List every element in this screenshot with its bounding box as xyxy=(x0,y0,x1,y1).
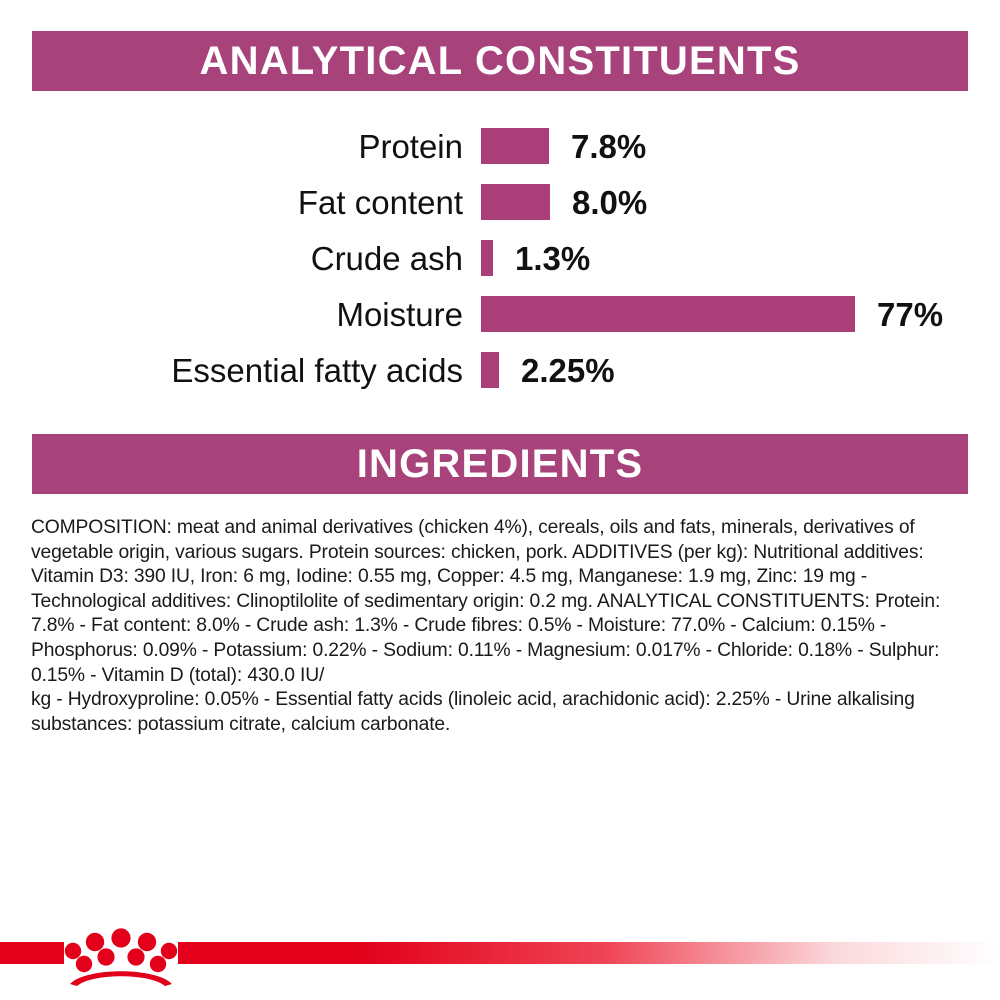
chart-bar-value: 8.0% xyxy=(572,183,648,221)
chart-row-label: Crude ash xyxy=(310,239,463,277)
analytical-constituents-title: ANALYTICAL CONSTITUENTS xyxy=(199,39,801,83)
composition-text: COMPOSITION: meat and animal derivatives… xyxy=(31,517,941,735)
ingredients-title: INGREDIENTS xyxy=(356,442,644,486)
analytical-constituents-chart: Protein 7.8% Fat content 8.0% Crude ash … xyxy=(0,118,1000,398)
chart-bar xyxy=(481,296,855,332)
brand-stripe-right xyxy=(178,942,1000,964)
chart-row-label: Moisture xyxy=(336,295,463,333)
chart-bar xyxy=(481,352,499,388)
chart-bar xyxy=(481,184,550,220)
chart-row: Crude ash 1.3% xyxy=(0,230,1000,286)
chart-row: Protein 7.8% xyxy=(0,118,1000,174)
chart-bar-zone: 77% xyxy=(481,296,1000,332)
analytical-constituents-banner: ANALYTICAL CONSTITUENTS xyxy=(32,31,968,91)
chart-row: Moisture 77% xyxy=(0,286,1000,342)
chart-bar-zone: 8.0% xyxy=(481,184,1000,220)
royal-canin-crown-icon xyxy=(64,928,178,986)
chart-row: Essential fatty acids 2.25% xyxy=(0,342,1000,398)
chart-bar-zone: 2.25% xyxy=(481,352,1000,388)
brand-stripe-left xyxy=(0,942,64,964)
chart-bar-zone: 1.3% xyxy=(481,240,1000,276)
chart-row-label: Essential fatty acids xyxy=(171,351,463,389)
ingredients-banner: INGREDIENTS xyxy=(32,434,968,494)
chart-bar-value: 77% xyxy=(877,295,944,333)
chart-bar xyxy=(481,240,493,276)
chart-bar-value: 7.8% xyxy=(571,127,647,165)
chart-bar-zone: 7.8% xyxy=(481,128,1000,164)
chart-bar xyxy=(481,128,549,164)
brand-footer xyxy=(0,910,1000,1000)
chart-row-label: Fat content xyxy=(297,183,463,221)
chart-row-label: Protein xyxy=(358,127,463,165)
chart-bar-value: 2.25% xyxy=(521,351,615,389)
chart-bar-value: 1.3% xyxy=(515,239,591,277)
chart-row: Fat content 8.0% xyxy=(0,174,1000,230)
